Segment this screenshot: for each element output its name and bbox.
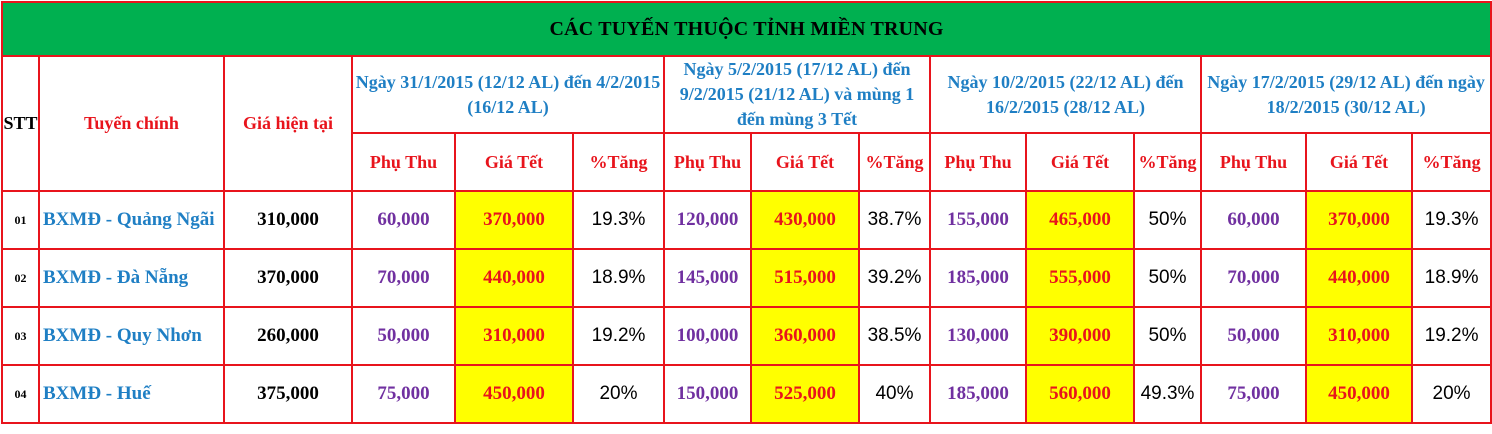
increase-cell: 50% <box>1133 248 1202 308</box>
surcharge-cell: 150,000 <box>663 364 752 424</box>
period-header-1: Ngày 31/1/2015 (12/12 AL) đến 4/2/2015 (… <box>351 55 665 134</box>
fare-table: CÁC TUYẾN THUỘC TỈNH MIỀN TRUNG STT Tuyế… <box>0 1 1492 424</box>
increase-cell: 19.2% <box>1410 306 1492 366</box>
increase-cell: 18.9% <box>572 248 665 308</box>
increase-cell: 50% <box>1133 306 1202 366</box>
route-name: BXMĐ - Quảng Ngãi <box>38 190 225 250</box>
tet-price-cell: 515,000 <box>750 248 860 308</box>
surcharge-cell: 145,000 <box>663 248 752 308</box>
increase-cell: 19.3% <box>1410 190 1492 250</box>
table-row: 02 BXMĐ - Đà Nẵng 370,000 70,000 440,000… <box>1 248 1492 308</box>
tet-price-cell: 525,000 <box>750 364 860 424</box>
increase-cell: 19.3% <box>572 190 665 250</box>
surcharge-cell: 155,000 <box>929 190 1027 250</box>
surcharge-header: Phụ Thu <box>1200 132 1307 192</box>
increase-cell: 49.3% <box>1133 364 1202 424</box>
tet-price-cell: 370,000 <box>1305 190 1413 250</box>
surcharge-cell: 185,000 <box>929 364 1027 424</box>
surcharge-header: Phụ Thu <box>663 132 752 192</box>
route-name: BXMĐ - Huế <box>38 364 225 424</box>
surcharge-cell: 75,000 <box>1200 364 1307 424</box>
tet-price-cell: 440,000 <box>1305 248 1413 308</box>
surcharge-cell: 75,000 <box>351 364 456 424</box>
surcharge-cell: 130,000 <box>929 306 1027 366</box>
surcharge-cell: 120,000 <box>663 190 752 250</box>
row-number: 01 <box>1 190 40 250</box>
surcharge-header: Phụ Thu <box>351 132 456 192</box>
surcharge-header: Phụ Thu <box>929 132 1027 192</box>
row-number: 04 <box>1 364 40 424</box>
tet-price-cell: 370,000 <box>454 190 574 250</box>
surcharge-cell: 185,000 <box>929 248 1027 308</box>
tet-price-cell: 450,000 <box>1305 364 1413 424</box>
surcharge-cell: 60,000 <box>1200 190 1307 250</box>
increase-header: %Tăng <box>1133 132 1202 192</box>
period-header-3: Ngày 10/2/2015 (22/12 AL) đến 16/2/2015 … <box>929 55 1202 134</box>
current-price: 375,000 <box>223 364 353 424</box>
increase-cell: 50% <box>1133 190 1202 250</box>
surcharge-cell: 50,000 <box>1200 306 1307 366</box>
table-row: 01 BXMĐ - Quảng Ngãi 310,000 60,000 370,… <box>1 190 1492 250</box>
tet-price-cell: 310,000 <box>1305 306 1413 366</box>
surcharge-cell: 100,000 <box>663 306 752 366</box>
tet-price-header: Giá Tết <box>1025 132 1135 192</box>
table-row: 03 BXMĐ - Quy Nhơn 260,000 50,000 310,00… <box>1 306 1492 366</box>
tet-price-cell: 390,000 <box>1025 306 1135 366</box>
increase-cell: 18.9% <box>1410 248 1492 308</box>
increase-cell: 38.7% <box>858 190 931 250</box>
current-price: 370,000 <box>223 248 353 308</box>
route-name: BXMĐ - Quy Nhơn <box>38 306 225 366</box>
title-row: CÁC TUYẾN THUỘC TỈNH MIỀN TRUNG <box>0 1 1492 57</box>
table-title: CÁC TUYẾN THUỘC TỈNH MIỀN TRUNG <box>0 1 1492 57</box>
tet-price-header: Giá Tết <box>454 132 574 192</box>
current-price-header: Giá hiện tại <box>223 55 353 192</box>
tet-price-cell: 465,000 <box>1025 190 1135 250</box>
tet-price-cell: 360,000 <box>750 306 860 366</box>
current-price: 310,000 <box>223 190 353 250</box>
tet-price-cell: 560,000 <box>1025 364 1135 424</box>
route-header: Tuyến chính <box>38 55 225 192</box>
period-header-2: Ngày 5/2/2015 (17/12 AL) đến 9/2/2015 (2… <box>663 55 931 134</box>
tet-price-header: Giá Tết <box>750 132 860 192</box>
tet-price-header: Giá Tết <box>1305 132 1413 192</box>
increase-cell: 39.2% <box>858 248 931 308</box>
tet-price-cell: 450,000 <box>454 364 574 424</box>
increase-header: %Tăng <box>1410 132 1492 192</box>
stt-header: STT <box>1 55 40 192</box>
tet-price-cell: 440,000 <box>454 248 574 308</box>
increase-cell: 40% <box>858 364 931 424</box>
table-row: 04 BXMĐ - Huế 375,000 75,000 450,000 20%… <box>1 364 1492 424</box>
tet-price-cell: 430,000 <box>750 190 860 250</box>
surcharge-cell: 60,000 <box>351 190 456 250</box>
row-number: 02 <box>1 248 40 308</box>
surcharge-cell: 70,000 <box>351 248 456 308</box>
surcharge-cell: 70,000 <box>1200 248 1307 308</box>
tet-price-cell: 310,000 <box>454 306 574 366</box>
increase-header: %Tăng <box>572 132 665 192</box>
current-price: 260,000 <box>223 306 353 366</box>
route-name: BXMĐ - Đà Nẵng <box>38 248 225 308</box>
sub-header-row: Phụ Thu Giá Tết %Tăng Phụ Thu Giá Tết %T… <box>2 132 1492 192</box>
tet-price-cell: 555,000 <box>1025 248 1135 308</box>
increase-cell: 38.5% <box>858 306 931 366</box>
increase-cell: 20% <box>572 364 665 424</box>
increase-cell: 19.2% <box>572 306 665 366</box>
increase-cell: 20% <box>1410 364 1492 424</box>
row-number: 03 <box>1 306 40 366</box>
surcharge-cell: 50,000 <box>351 306 456 366</box>
period-header-row: STT Tuyến chính Giá hiện tại Ngày 31/1/2… <box>1 55 1492 192</box>
period-header-4: Ngày 17/2/2015 (29/12 AL) đến ngày 18/2/… <box>1199 55 1492 134</box>
increase-header: %Tăng <box>858 132 931 192</box>
